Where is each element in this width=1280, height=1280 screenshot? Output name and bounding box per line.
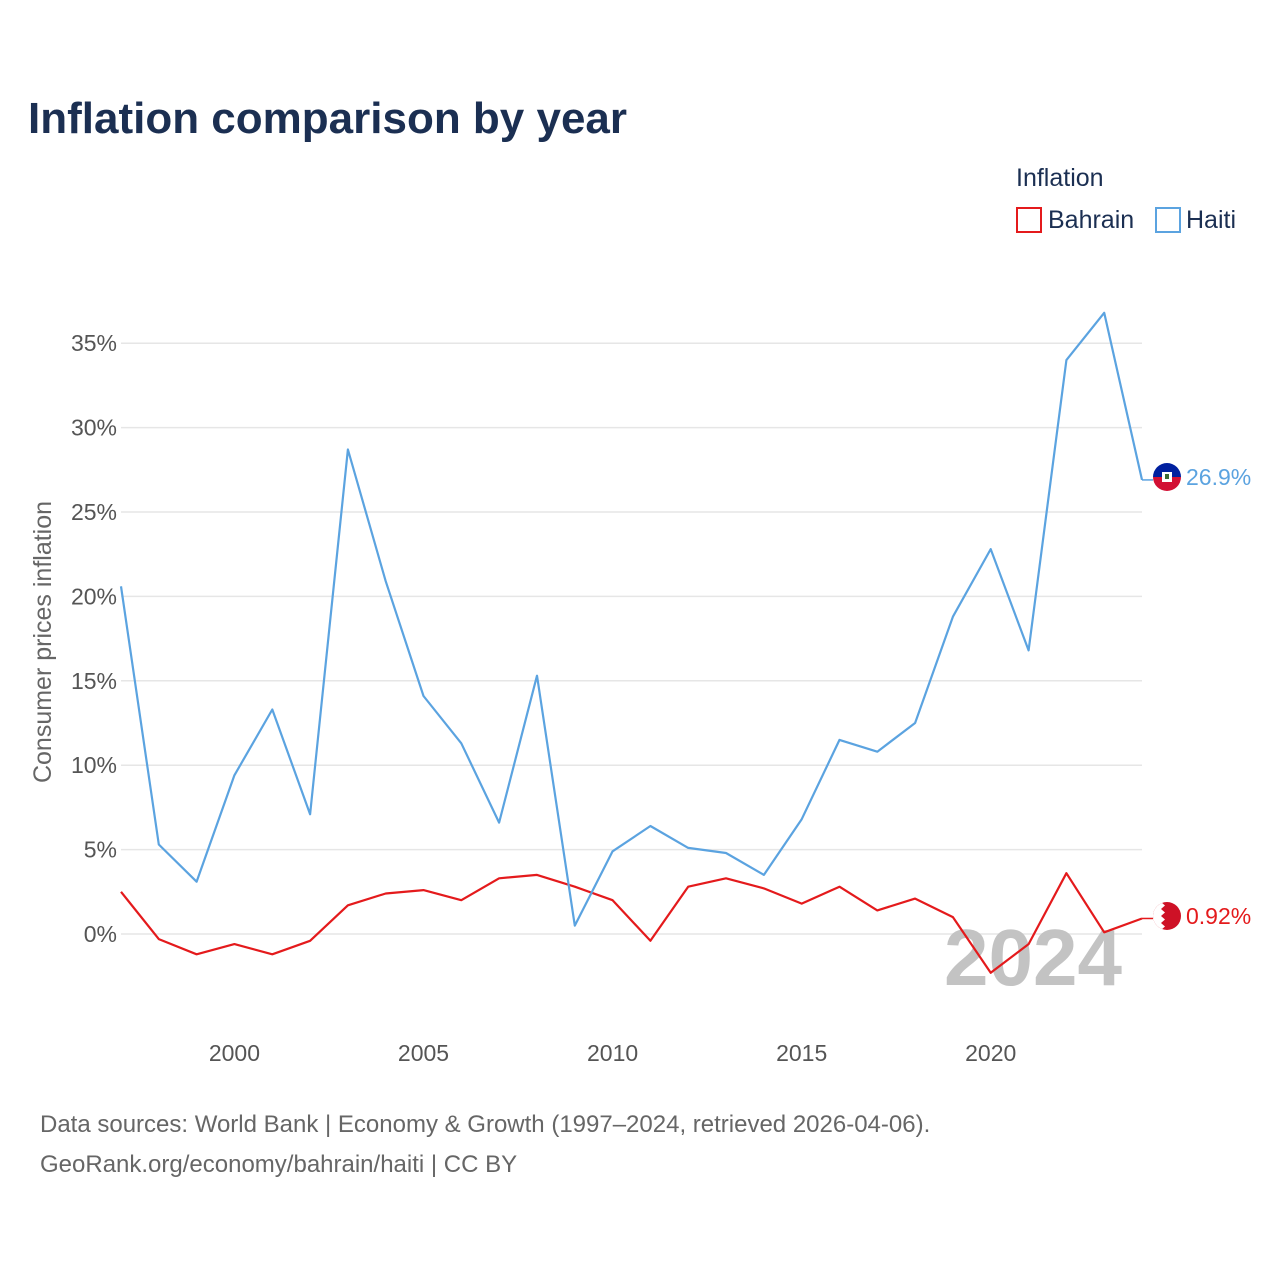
x-tick-label: 2005 bbox=[398, 1040, 449, 1066]
haiti-flag-icon bbox=[1153, 463, 1181, 491]
x-tick-label: 2000 bbox=[209, 1040, 260, 1066]
y-tick-label: 0% bbox=[84, 921, 117, 947]
x-axis-ticks: 2000 2005 2010 2015 2020 bbox=[209, 1040, 1016, 1066]
y-axis-label: Consumer prices inflation bbox=[29, 501, 57, 783]
x-tick-label: 2020 bbox=[965, 1040, 1016, 1066]
legend-label-haiti: Haiti bbox=[1186, 206, 1236, 234]
y-tick-label: 15% bbox=[71, 668, 117, 694]
series-line-haiti bbox=[119, 311, 1144, 927]
y-axis-ticks: 0% 5% 10% 15% 20% 25% 30% 35% bbox=[71, 330, 117, 947]
y-tick-label: 35% bbox=[71, 330, 117, 356]
bahrain-end-marker: 0.92% bbox=[1142, 902, 1251, 930]
legend-item-haiti[interactable]: Haiti bbox=[1155, 206, 1236, 234]
y-tick-label: 5% bbox=[84, 837, 117, 863]
series-line-bahrain bbox=[120, 872, 1143, 974]
year-watermark: 2024 bbox=[944, 913, 1122, 1002]
haiti-end-label: 26.9% bbox=[1186, 464, 1251, 490]
legend-swatch-bahrain bbox=[1016, 207, 1042, 233]
haiti-end-marker: 26.9% bbox=[1142, 463, 1251, 491]
legend-title: Inflation bbox=[1016, 164, 1104, 192]
bahrain-end-label: 0.92% bbox=[1186, 903, 1251, 929]
y-tick-label: 20% bbox=[71, 583, 117, 609]
source-line-2: GeoRank.org/economy/bahrain/haiti | CC B… bbox=[40, 1151, 517, 1178]
source-line-1: Data sources: World Bank | Economy & Gro… bbox=[40, 1111, 930, 1138]
legend: Inflation Bahrain Haiti bbox=[1016, 164, 1236, 234]
x-tick-label: 2010 bbox=[587, 1040, 638, 1066]
legend-swatch-haiti bbox=[1155, 207, 1181, 233]
chart-title: Inflation comparison by year bbox=[28, 94, 627, 143]
gridlines bbox=[121, 342, 1142, 935]
bahrain-flag-icon bbox=[1153, 902, 1181, 930]
y-tick-label: 25% bbox=[71, 499, 117, 525]
y-tick-label: 10% bbox=[71, 752, 117, 778]
y-tick-label: 30% bbox=[71, 415, 117, 441]
legend-item-bahrain[interactable]: Bahrain bbox=[1016, 206, 1134, 234]
x-tick-label: 2015 bbox=[776, 1040, 827, 1066]
legend-label-bahrain: Bahrain bbox=[1048, 206, 1134, 234]
series-lines bbox=[119, 311, 1144, 974]
